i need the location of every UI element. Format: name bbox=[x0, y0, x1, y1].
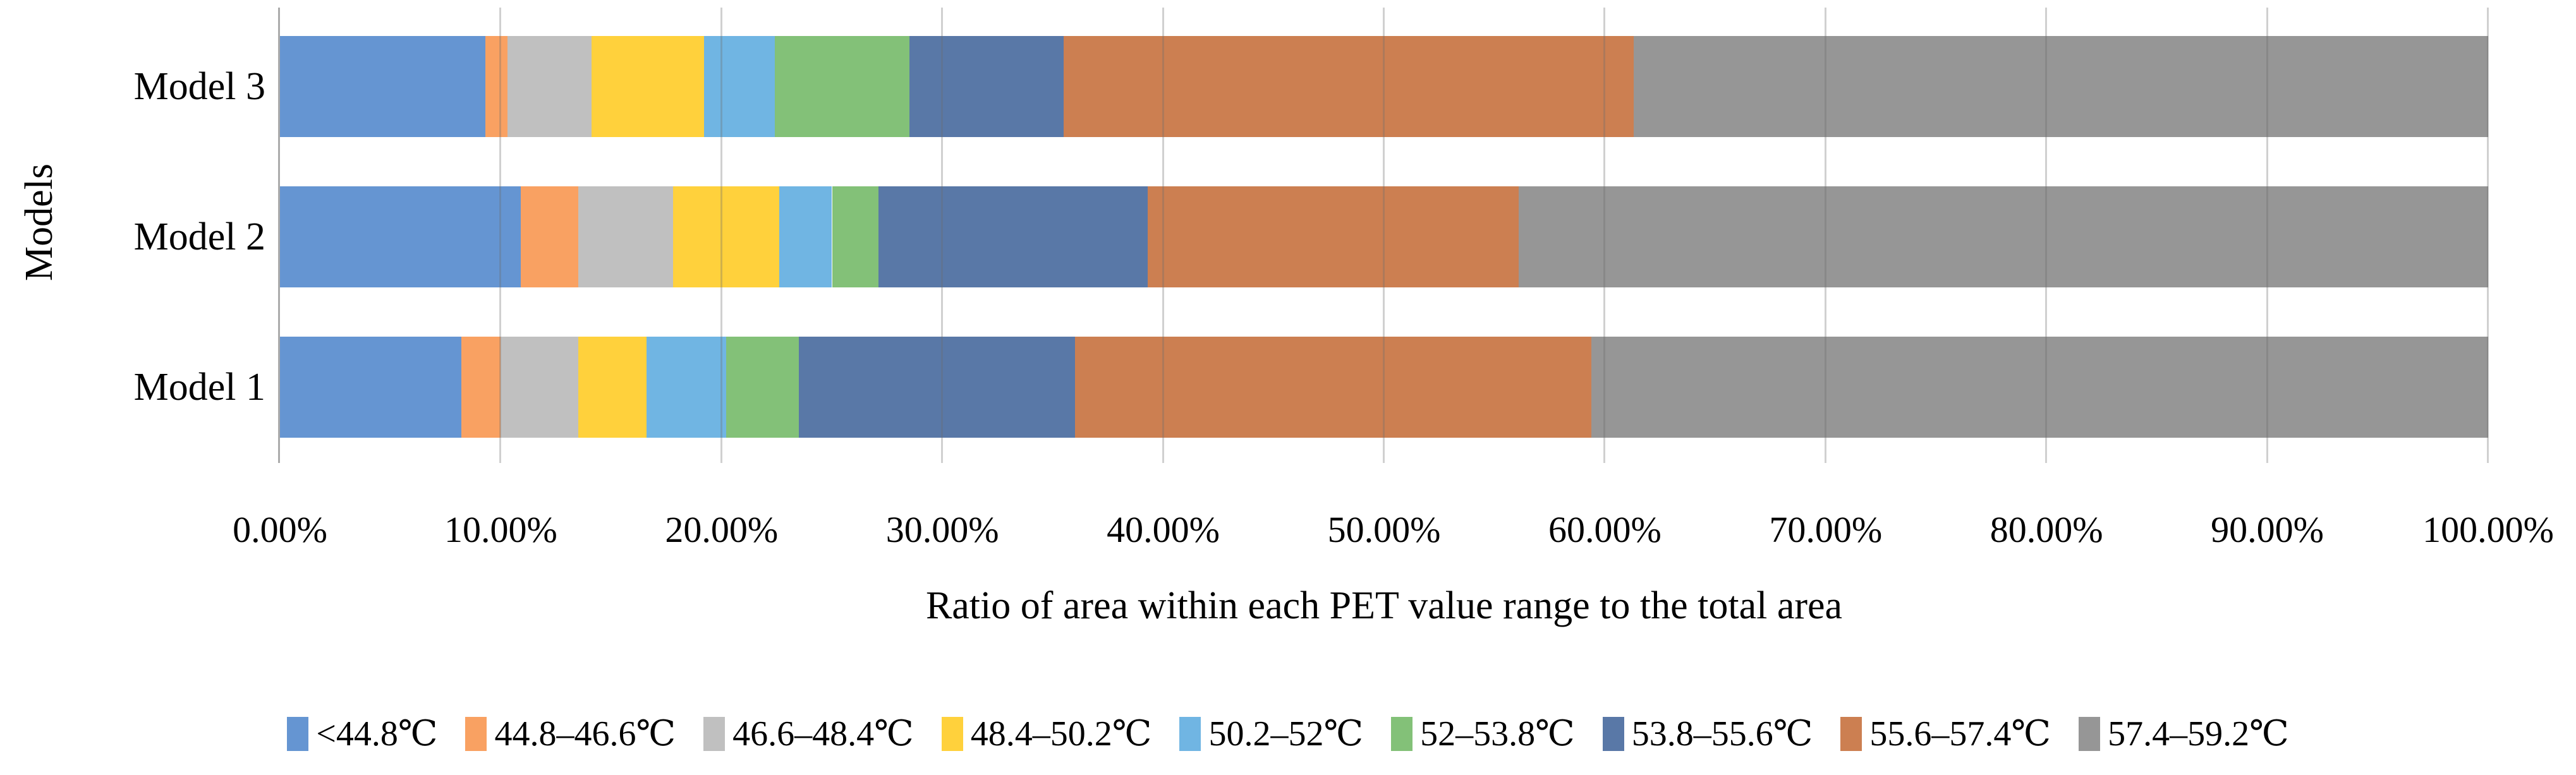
bar-segment bbox=[591, 36, 704, 137]
legend-item: 46.6–48.4℃ bbox=[703, 714, 914, 754]
category-label-model-2: Model 2 bbox=[133, 215, 265, 258]
legend-item: 53.8–55.6℃ bbox=[1602, 714, 1813, 754]
bar-segment bbox=[280, 36, 485, 137]
bar-segment bbox=[672, 186, 779, 287]
bar-segment bbox=[909, 36, 1064, 137]
x-tick-label: 30.00% bbox=[885, 509, 999, 550]
bar-model-2 bbox=[280, 186, 2488, 287]
legend-label: 53.8–55.6℃ bbox=[1631, 714, 1813, 754]
bar-segment bbox=[726, 337, 799, 438]
legend-swatch-icon bbox=[1602, 717, 1624, 751]
legend: <44.8℃ 44.8–46.6℃ 46.6–48.4℃ 48.4–50.2℃ 50.2… bbox=[0, 709, 2576, 759]
bar-segment bbox=[1064, 36, 1634, 137]
x-tick-label: 40.00% bbox=[1107, 509, 1220, 550]
gridline-100 bbox=[2487, 8, 2489, 463]
bar-segment bbox=[280, 186, 521, 287]
legend-label: 44.8–46.6℃ bbox=[494, 714, 676, 754]
gridline-80 bbox=[2045, 8, 2048, 463]
gridline-90 bbox=[2266, 8, 2268, 463]
x-tick-label: 10.00% bbox=[444, 509, 557, 550]
legend-item: 57.4–59.2℃ bbox=[2079, 714, 2289, 754]
bar-segment bbox=[799, 337, 1075, 438]
y-axis-line bbox=[278, 8, 280, 463]
bar-segment bbox=[1591, 337, 2488, 438]
bar-segment bbox=[578, 337, 647, 438]
bar-segment bbox=[774, 36, 909, 137]
bar-segment bbox=[1148, 186, 1519, 287]
legend-item: 44.8–46.6℃ bbox=[465, 714, 676, 754]
bar-segment bbox=[280, 337, 461, 438]
gridline-40 bbox=[1162, 8, 1164, 463]
legend-item: 55.6–57.4℃ bbox=[1840, 714, 2051, 754]
legend-item: 48.4–50.2℃ bbox=[941, 714, 1152, 754]
category-label-model-1: Model 1 bbox=[133, 366, 265, 409]
legend-item: 50.2–52℃ bbox=[1179, 714, 1363, 754]
plot-area bbox=[278, 8, 2489, 463]
x-tick-label: 60.00% bbox=[1548, 509, 1662, 550]
bar-segment bbox=[832, 186, 878, 287]
bar-segment bbox=[878, 186, 1148, 287]
legend-item: <44.8℃ bbox=[287, 714, 437, 754]
legend-swatch-icon bbox=[287, 717, 309, 751]
legend-label: <44.8℃ bbox=[316, 714, 438, 754]
bar-model-1 bbox=[280, 337, 2488, 438]
legend-item: 52–53.8℃ bbox=[1391, 714, 1575, 754]
legend-label: 50.2–52℃ bbox=[1208, 714, 1364, 754]
bar-segment bbox=[501, 337, 578, 438]
bar-segment bbox=[485, 36, 507, 137]
x-axis-title: Ratio of area within each PET value rang… bbox=[925, 584, 1843, 627]
x-tick-label: 100.00% bbox=[2422, 509, 2554, 550]
legend-swatch-icon bbox=[941, 717, 963, 751]
x-tick-label: 50.00% bbox=[1327, 509, 1441, 550]
legend-swatch-icon bbox=[2079, 717, 2101, 751]
legend-label: 48.4–50.2℃ bbox=[970, 714, 1152, 754]
legend-label: 55.6–57.4℃ bbox=[1869, 714, 2051, 754]
gridline-60 bbox=[1603, 8, 1606, 463]
x-tick-label: 70.00% bbox=[1769, 509, 1883, 550]
legend-swatch-icon bbox=[1391, 717, 1413, 751]
bar-segment bbox=[1633, 36, 2488, 137]
legend-label: 46.6–48.4℃ bbox=[732, 714, 914, 754]
legend-swatch-icon bbox=[1840, 717, 1862, 751]
legend-label: 52–53.8℃ bbox=[1420, 714, 1575, 754]
x-tick-label: 0.00% bbox=[233, 509, 327, 550]
gridline-50 bbox=[1383, 8, 1385, 463]
bar-segment bbox=[461, 337, 501, 438]
x-tick-label: 20.00% bbox=[665, 509, 779, 550]
bar-model-3 bbox=[280, 36, 2488, 137]
legend-swatch-icon bbox=[465, 717, 487, 751]
x-tick-label: 80.00% bbox=[1990, 509, 2103, 550]
x-tick-label: 90.00% bbox=[2211, 509, 2324, 550]
legend-swatch-icon bbox=[703, 717, 726, 751]
bar-segment bbox=[703, 36, 775, 137]
bar-segment bbox=[779, 186, 832, 287]
gridline-30 bbox=[941, 8, 944, 463]
bar-segment bbox=[647, 337, 726, 438]
bar-segment bbox=[578, 186, 673, 287]
bar-segment bbox=[520, 186, 578, 287]
bar-segment bbox=[1074, 337, 1592, 438]
gridline-20 bbox=[720, 8, 722, 463]
bar-segment bbox=[507, 36, 592, 137]
legend-label: 57.4–59.2℃ bbox=[2108, 714, 2289, 754]
gridline-70 bbox=[1824, 8, 1826, 463]
legend-swatch-icon bbox=[1179, 717, 1201, 751]
bar-segment bbox=[1519, 186, 2488, 287]
gridline-10 bbox=[499, 8, 502, 463]
category-label-model-3: Model 3 bbox=[133, 65, 265, 108]
